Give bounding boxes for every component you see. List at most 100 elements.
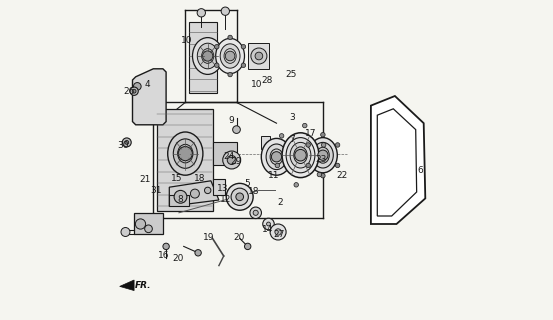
Circle shape <box>318 150 328 160</box>
Text: 27: 27 <box>273 230 285 239</box>
Circle shape <box>227 156 236 164</box>
Bar <box>248 43 269 69</box>
Text: 22: 22 <box>336 171 348 180</box>
Text: 9: 9 <box>228 116 234 125</box>
Text: 10: 10 <box>251 80 262 89</box>
Bar <box>189 22 217 93</box>
Circle shape <box>241 44 246 49</box>
Text: FR.: FR. <box>135 281 152 290</box>
Text: 13: 13 <box>217 184 228 193</box>
Circle shape <box>215 63 219 68</box>
Polygon shape <box>156 109 212 211</box>
Circle shape <box>195 250 201 256</box>
Circle shape <box>321 173 325 178</box>
Circle shape <box>275 163 280 168</box>
Text: 5: 5 <box>244 179 250 188</box>
Bar <box>260 136 270 149</box>
Text: 26: 26 <box>123 87 134 96</box>
Text: 6: 6 <box>417 166 422 175</box>
Circle shape <box>275 229 281 235</box>
Circle shape <box>236 193 243 201</box>
Circle shape <box>178 147 192 161</box>
Text: 4: 4 <box>145 80 150 89</box>
Circle shape <box>228 35 232 40</box>
Circle shape <box>223 151 241 169</box>
Text: 8: 8 <box>177 195 182 204</box>
Ellipse shape <box>290 142 311 168</box>
Ellipse shape <box>286 138 315 173</box>
Polygon shape <box>169 181 219 206</box>
Ellipse shape <box>197 43 218 69</box>
Polygon shape <box>133 69 166 125</box>
Text: 17: 17 <box>305 129 317 138</box>
Circle shape <box>133 83 141 90</box>
Text: 11: 11 <box>268 171 280 180</box>
Ellipse shape <box>224 49 236 63</box>
Polygon shape <box>377 109 416 216</box>
Bar <box>134 213 163 234</box>
Circle shape <box>221 7 229 15</box>
Ellipse shape <box>316 147 329 163</box>
Bar <box>212 142 237 165</box>
Ellipse shape <box>282 133 319 178</box>
Circle shape <box>335 143 340 147</box>
Circle shape <box>215 44 219 49</box>
Text: 20: 20 <box>172 254 184 263</box>
Ellipse shape <box>312 142 333 168</box>
Circle shape <box>135 219 145 229</box>
Circle shape <box>197 9 206 17</box>
Ellipse shape <box>192 38 223 75</box>
Circle shape <box>306 163 310 168</box>
Text: 24: 24 <box>223 152 235 161</box>
Text: 12: 12 <box>220 195 232 204</box>
Text: 30: 30 <box>117 141 129 150</box>
Text: 23: 23 <box>315 155 326 164</box>
Circle shape <box>321 143 326 147</box>
Text: 2: 2 <box>278 198 283 207</box>
Circle shape <box>145 225 152 233</box>
Text: 20: 20 <box>233 233 244 242</box>
Circle shape <box>174 190 187 203</box>
Circle shape <box>294 183 299 187</box>
Text: 28: 28 <box>261 76 273 84</box>
Ellipse shape <box>266 144 287 170</box>
Text: 18: 18 <box>194 174 206 183</box>
Circle shape <box>122 138 131 147</box>
Circle shape <box>250 207 262 219</box>
Circle shape <box>244 243 251 250</box>
Ellipse shape <box>262 139 291 175</box>
Circle shape <box>226 183 253 210</box>
Circle shape <box>272 152 281 162</box>
Circle shape <box>205 187 211 194</box>
Circle shape <box>263 218 274 230</box>
Text: 25: 25 <box>285 70 296 79</box>
Text: 19: 19 <box>203 233 215 242</box>
Circle shape <box>302 123 307 128</box>
Circle shape <box>233 126 241 133</box>
Ellipse shape <box>294 147 307 164</box>
Circle shape <box>130 87 138 95</box>
Polygon shape <box>119 280 134 291</box>
Ellipse shape <box>270 149 283 165</box>
Circle shape <box>251 48 267 64</box>
Circle shape <box>321 132 325 137</box>
Circle shape <box>270 224 286 240</box>
Text: 21: 21 <box>139 175 150 184</box>
Circle shape <box>317 172 322 177</box>
Circle shape <box>125 140 129 144</box>
Circle shape <box>231 188 248 205</box>
Ellipse shape <box>202 49 214 63</box>
Text: 16: 16 <box>158 251 170 260</box>
Circle shape <box>121 228 130 236</box>
Bar <box>169 195 189 206</box>
Polygon shape <box>371 96 425 224</box>
Text: 3: 3 <box>289 113 295 122</box>
Text: 31: 31 <box>151 186 162 195</box>
Ellipse shape <box>173 139 197 168</box>
Ellipse shape <box>309 138 337 173</box>
Ellipse shape <box>168 132 203 175</box>
Circle shape <box>253 210 258 215</box>
Circle shape <box>306 143 310 147</box>
Text: 10: 10 <box>180 36 192 44</box>
Circle shape <box>279 134 284 138</box>
